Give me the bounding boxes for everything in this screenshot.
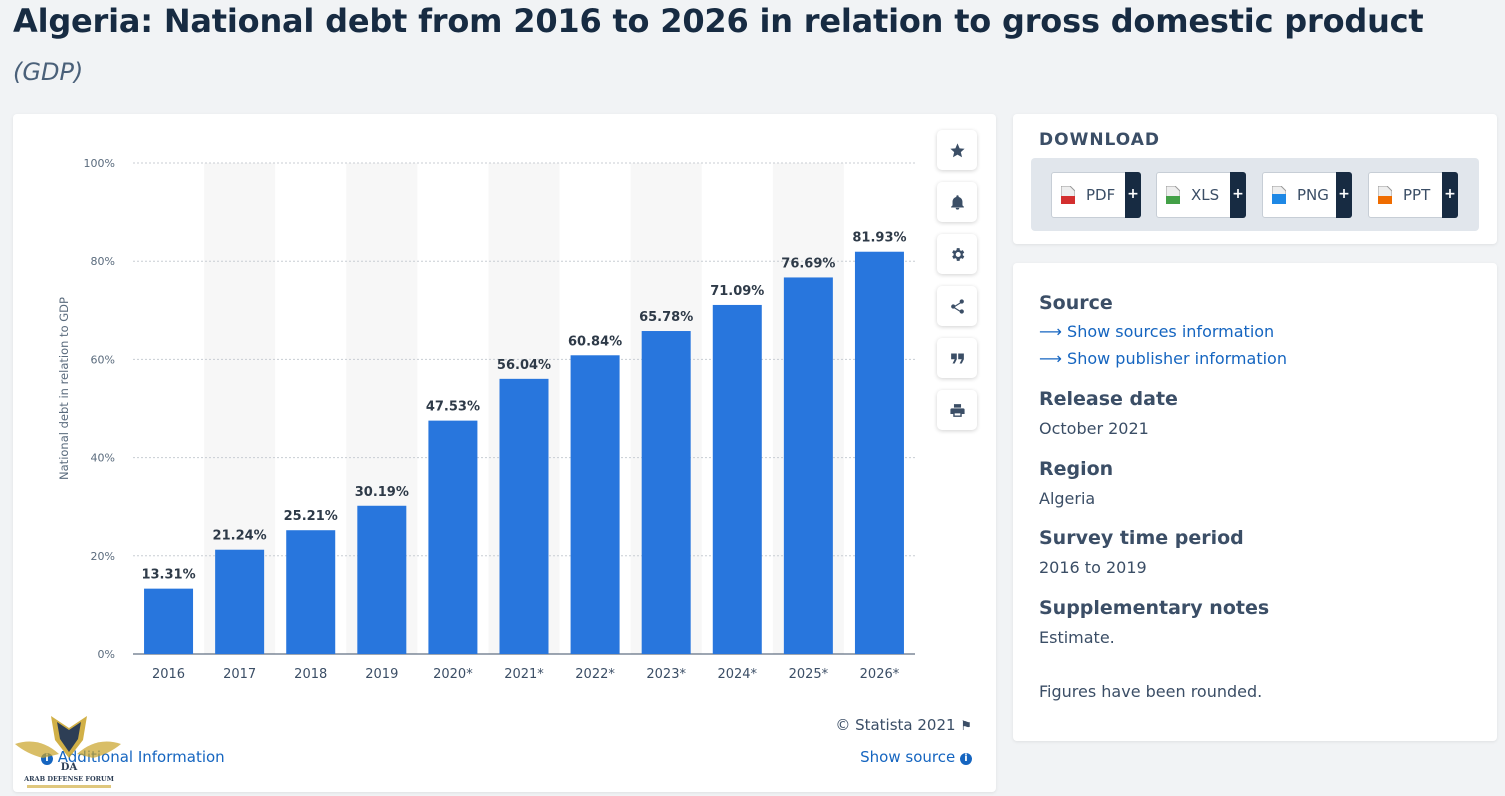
x-tick-label: 2026* [860, 667, 900, 682]
x-tick-label: 2022* [575, 667, 615, 682]
x-tick-label: 2016 [152, 667, 185, 682]
download-panel: DOWNLOAD PDF + XLS + PNG + PPT + [1013, 114, 1497, 244]
settings-button[interactable] [937, 234, 977, 274]
data-label: 13.31% [141, 568, 195, 583]
y-tick-label: 100% [84, 157, 115, 170]
page-subtitle: (GDP) [13, 58, 84, 86]
survey-period-heading: Survey time period [1039, 527, 1244, 549]
bar [357, 505, 407, 654]
data-label: 65.78% [639, 310, 693, 325]
bar [499, 378, 549, 654]
x-tick-label: 2018 [294, 667, 327, 682]
survey-period-value: 2016 to 2019 [1039, 558, 1147, 577]
bell-icon [950, 194, 964, 210]
notification-button[interactable] [937, 182, 977, 222]
region-heading: Region [1039, 458, 1114, 480]
data-label: 81.93% [852, 231, 906, 246]
cite-button[interactable] [937, 338, 977, 378]
info-icon: i [960, 753, 972, 765]
flag-icon: ⚑ [960, 719, 972, 734]
bar [783, 277, 833, 654]
png-file-icon [1272, 186, 1286, 204]
plus-icon: + [1336, 172, 1352, 218]
share-button[interactable] [937, 286, 977, 326]
x-tick-label: 2017 [223, 667, 256, 682]
release-date-value: October 2021 [1039, 419, 1149, 438]
x-tick-label: 2021* [504, 667, 544, 682]
plus-icon: + [1125, 172, 1141, 218]
bar [286, 530, 336, 654]
share-icon [950, 298, 964, 314]
svg-text:DA: DA [61, 762, 78, 773]
y-tick-label: 80% [91, 255, 115, 268]
bar [570, 355, 620, 654]
arrow-right-icon: ⟶ [1039, 322, 1062, 341]
download-pdf-button[interactable]: PDF + [1051, 172, 1141, 218]
favorite-button[interactable] [937, 130, 977, 170]
data-label: 47.53% [426, 400, 480, 415]
y-tick-label: 20% [91, 550, 115, 563]
download-title: DOWNLOAD [1039, 130, 1161, 150]
data-label: 60.84% [568, 334, 622, 349]
region-value: Algeria [1039, 489, 1096, 508]
download-png-button[interactable]: PNG + [1262, 172, 1352, 218]
plus-icon: + [1230, 172, 1246, 218]
x-tick-label: 2019 [365, 667, 398, 682]
x-tick-label: 2020* [433, 667, 473, 682]
show-publisher-link[interactable]: ⟶ Show publisher information [1039, 349, 1287, 368]
bar [854, 251, 904, 654]
ppt-file-icon [1378, 186, 1392, 204]
show-sources-link[interactable]: ⟶ Show sources information [1039, 322, 1275, 341]
x-tick-label: 2025* [789, 667, 829, 682]
svg-text:ARAB DEFENSE FORUM: ARAB DEFENSE FORUM [23, 775, 114, 783]
statista-credit: © Statista 2021 ⚑ [835, 716, 972, 734]
quote-icon [950, 353, 964, 363]
bar [215, 549, 265, 654]
y-tick-label: 0% [98, 648, 115, 661]
data-label: 25.21% [284, 509, 338, 524]
data-label: 30.19% [355, 485, 409, 500]
print-icon [949, 403, 965, 417]
data-label: 76.69% [781, 256, 835, 271]
notes-heading: Supplementary notes [1039, 597, 1270, 619]
y-tick-label: 40% [91, 452, 115, 465]
info-panel: Source ⟶ Show sources information ⟶ Show… [1013, 263, 1497, 741]
plus-icon: + [1442, 172, 1458, 218]
pdf-file-icon [1061, 186, 1075, 204]
show-source-link[interactable]: Show source i [860, 748, 972, 766]
notes-value: Estimate. [1039, 628, 1115, 647]
y-tick-label: 60% [91, 353, 115, 366]
bar-chart: 0% 20% 40% 60% 80% 100% National debt in relat… [57, 157, 915, 682]
data-label: 56.04% [497, 358, 551, 373]
gear-icon [951, 247, 964, 261]
bar [428, 420, 478, 654]
x-tick-label: 2023* [646, 667, 686, 682]
download-ppt-button[interactable]: PPT + [1368, 172, 1458, 218]
page-title: Algeria: National debt from 2016 to 2026… [13, 2, 1424, 40]
x-tick-label: 2024* [717, 667, 757, 682]
chart-card: 0% 20% 40% 60% 80% 100% National debt in relat… [13, 114, 996, 792]
y-axis-title: National debt in relation to GDP [57, 297, 71, 480]
bar [641, 331, 691, 654]
download-xls-button[interactable]: XLS + [1156, 172, 1246, 218]
source-heading: Source [1039, 292, 1113, 314]
release-date-heading: Release date [1039, 388, 1178, 410]
xls-file-icon [1166, 186, 1180, 204]
watermark-logo: DA ARAB DEFENSE FORUM [15, 716, 121, 788]
print-button[interactable] [937, 390, 977, 430]
star-icon [949, 142, 965, 157]
download-bar: PDF + XLS + PNG + PPT + [1031, 158, 1479, 231]
data-label: 71.09% [710, 284, 764, 299]
rounded-note: Figures have been rounded. [1039, 682, 1263, 701]
data-label: 21.24% [213, 529, 267, 544]
arrow-right-icon: ⟶ [1039, 349, 1062, 368]
bar [144, 588, 194, 654]
bar [712, 304, 762, 654]
